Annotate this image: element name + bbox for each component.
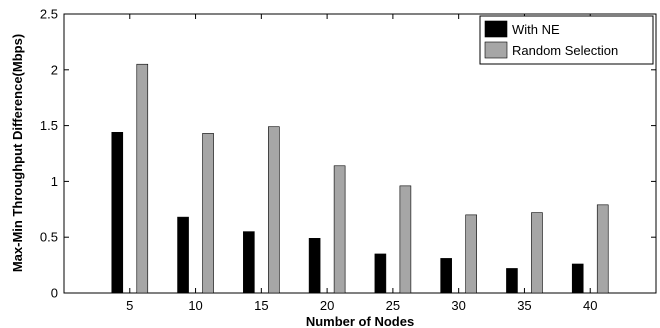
bar-random-selection-30 [465,214,477,294]
y-tick-label: 1.5 [40,118,58,133]
legend-box [479,15,654,65]
y-tick-label: 1 [51,174,58,189]
x-tick-label: 5 [126,298,133,313]
bar-with-ne-30 [440,258,452,294]
legend: With NE Random Selection [479,15,654,65]
y-ticks-group: 0 0.5 1 1.5 2 2.5 [40,7,656,301]
bar-with-ne-20 [308,238,321,294]
bar-with-ne-25 [374,253,387,294]
bar-with-ne-5 [111,131,124,294]
x-tick-label: 20 [320,298,334,313]
x-tick-label: 10 [188,298,202,313]
bar-random-selection-20 [333,165,346,294]
y-axis-title: Max-Min Throughput Difference(Mbps) [10,34,25,272]
bar-random-selection-5 [136,63,149,294]
y-tick-label: 2 [51,62,58,77]
bar-with-ne-35 [506,268,518,294]
legend-label-with-ne: With NE [512,22,560,37]
bar-random-selection-40 [596,204,609,294]
x-tick-label: 30 [451,298,465,313]
bar-with-ne-15 [243,231,255,294]
legend-swatch-random-selection [484,41,508,59]
x-ticks-group: 5 10 15 20 25 30 35 40 [126,14,597,313]
y-tick-label: 2.5 [40,7,58,22]
bar-random-selection-25 [399,185,412,294]
y-tick-label: 0.5 [40,230,58,245]
x-tick-label: 40 [583,298,597,313]
bars-group [111,63,609,294]
bar-random-selection-15 [268,126,280,294]
x-tick-label: 25 [386,298,400,313]
x-tick-label: 15 [254,298,268,313]
x-axis-title: Number of Nodes [306,314,414,328]
x-tick-label: 35 [517,298,531,313]
legend-label-random-selection: Random Selection [512,43,618,58]
bar-with-ne-40 [571,263,584,294]
bar-random-selection-35 [531,212,543,294]
bar-random-selection-10 [202,133,214,294]
legend-swatch-with-ne [484,20,508,38]
y-tick-label: 0 [51,286,58,301]
bar-with-ne-10 [177,216,189,294]
